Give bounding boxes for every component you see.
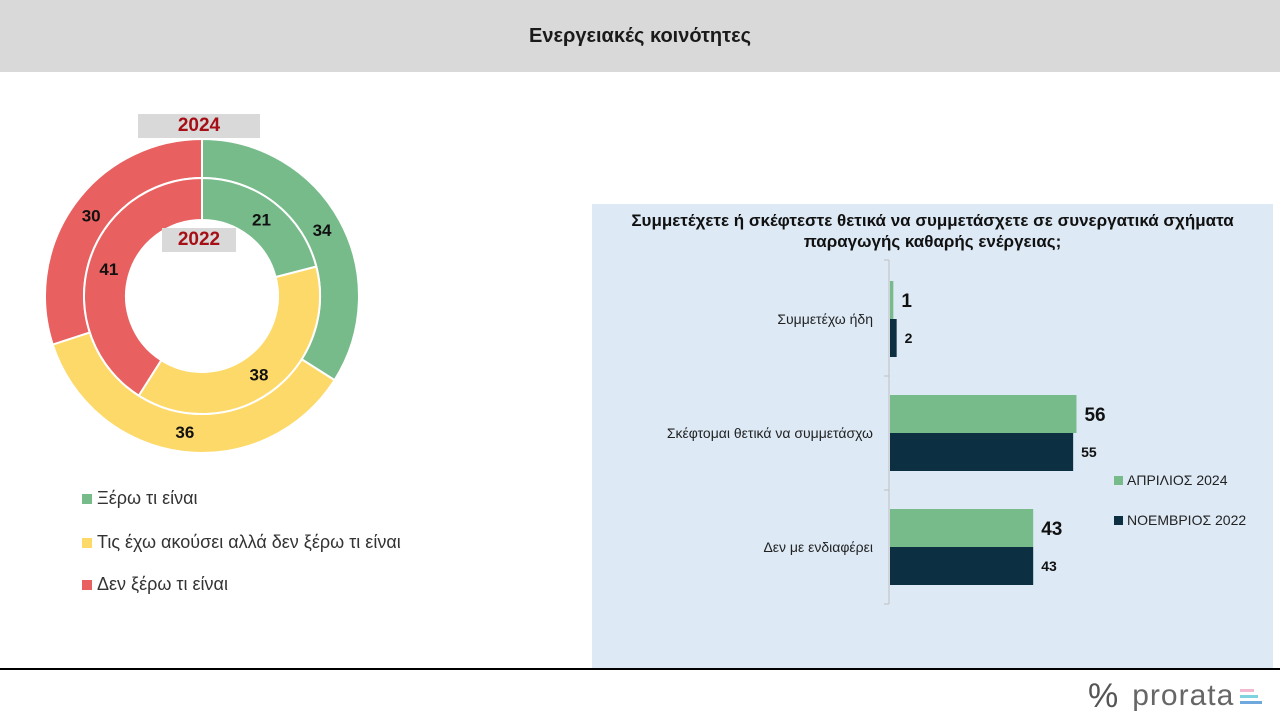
bar-legend-item-2022: ΝΟΕΜΒΡΙΟΣ 2022 xyxy=(1114,512,1246,528)
inner-year-label: 2022 xyxy=(162,228,236,252)
donut-value-label-outer-1: 36 xyxy=(175,423,194,442)
bar-data-label: 56 xyxy=(1084,405,1105,426)
donut-value-label-inner-1: 38 xyxy=(250,365,269,384)
legend-swatch xyxy=(1114,475,1123,485)
legend-label: ΝΟΕΜΒΡΙΟΣ 2022 xyxy=(1127,512,1247,528)
legend-label: Ξέρω τι είναι xyxy=(97,488,198,508)
bar-category-label: Δεν με ενδιαφέρει xyxy=(763,539,873,555)
donut-value-label-outer-0: 34 xyxy=(313,221,332,240)
footer-divider xyxy=(0,668,1280,670)
bar-legend-item-2024: ΑΠΡΙΛΙΟΣ 2024 xyxy=(1114,472,1228,488)
logo-bars-icon xyxy=(1240,684,1263,708)
bar-april-2024 xyxy=(890,281,894,319)
header-bar: Ενεργειακές κοινότητες xyxy=(0,0,1280,72)
donut-legend-item-known: Ξέρω τι είναι xyxy=(82,488,198,509)
donut-value-label-outer-2: 30 xyxy=(82,206,101,225)
donut-legend-item-unknown: Δεν ξέρω τι είναι xyxy=(82,574,228,595)
bar-data-label: 43 xyxy=(1041,558,1057,574)
prorata-logo: % prorata xyxy=(1088,676,1268,716)
legend-swatch xyxy=(82,493,92,504)
bar-category-label: Σκέφτομαι θετικά να συμμετάσχω xyxy=(667,425,873,441)
bar-chart-title: Συμμετέχετε ή σκέφτεστε θετικά να συμμετ… xyxy=(631,211,1234,251)
legend-label: Τις έχω ακούσει αλλά δεν ξέρω τι είναι xyxy=(97,532,401,552)
donut-value-label-inner-0: 21 xyxy=(252,210,271,229)
bar-data-label: 2 xyxy=(905,330,913,346)
bar-november-2022 xyxy=(890,319,897,357)
logo-percent-icon: % xyxy=(1088,676,1119,715)
bar-chart-panel: Συμμετέχετε ή σκέφτεστε θετικά να συμμετ… xyxy=(592,204,1273,670)
bar-data-label: 43 xyxy=(1041,519,1062,540)
legend-swatch xyxy=(82,537,92,548)
donut-segment-inner-1 xyxy=(137,265,321,415)
legend-label: ΑΠΡΙΛΙΟΣ 2024 xyxy=(1127,472,1228,488)
bar-data-label: 55 xyxy=(1081,444,1097,460)
donut-chart: 34 36 30 21 38 41 xyxy=(44,137,360,454)
bar-chart: Συμμετέχω ήδη 1 2 Σκέφτομαι θετικά να συμμε… xyxy=(667,259,1106,605)
legend-swatch xyxy=(82,579,92,590)
donut-segment-inner-2 xyxy=(83,176,203,398)
bar-april-2024 xyxy=(890,395,1077,433)
page-title: Ενεργειακές κοινότητες xyxy=(529,24,751,47)
logo-text: prorata xyxy=(1132,679,1235,712)
bar-november-2022 xyxy=(890,547,1034,585)
donut-value-label-inner-2: 41 xyxy=(99,260,118,279)
outer-year-label: 2024 xyxy=(138,114,260,138)
bar-category-label: Συμμετέχω ήδη xyxy=(777,311,873,327)
bar-april-2024 xyxy=(890,509,1034,547)
bar-november-2022 xyxy=(890,433,1074,471)
legend-label: Δεν ξέρω τι είναι xyxy=(97,574,228,594)
legend-swatch xyxy=(1114,515,1123,525)
donut-legend-item-heard: Τις έχω ακούσει αλλά δεν ξέρω τι είναι xyxy=(82,532,401,553)
bar-data-label: 1 xyxy=(901,291,912,312)
